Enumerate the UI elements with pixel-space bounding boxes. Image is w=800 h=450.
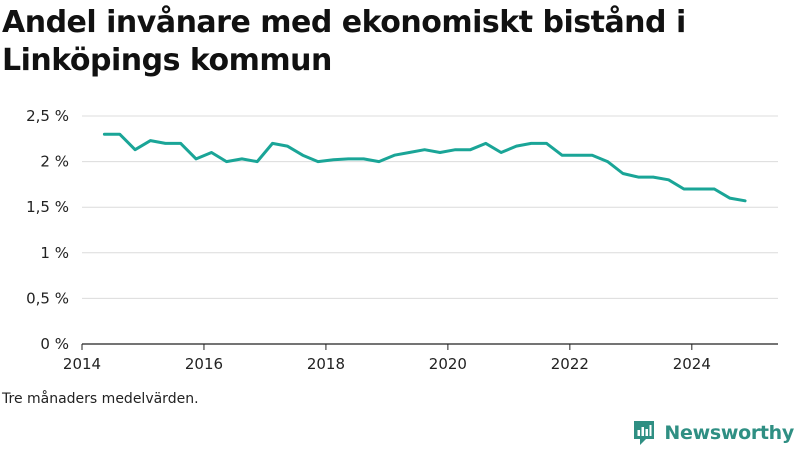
data-point xyxy=(743,199,747,203)
data-point xyxy=(454,148,457,151)
data-point xyxy=(332,158,335,161)
y-tick-label: 1,5 % xyxy=(26,198,69,216)
data-point xyxy=(240,157,244,161)
data-point xyxy=(377,160,381,163)
y-tick-label: 2,5 % xyxy=(26,107,69,125)
brand-logo[interactable]: Newsworthy xyxy=(632,419,794,447)
x-tick-label: 2016 xyxy=(185,355,223,373)
data-point xyxy=(530,142,533,145)
data-point xyxy=(576,154,579,157)
data-point xyxy=(194,157,198,161)
data-point xyxy=(499,151,503,154)
data-point xyxy=(133,148,137,151)
grid-layer xyxy=(82,115,778,345)
y-tick-label: 0 % xyxy=(40,335,69,353)
brand-name: Newsworthy xyxy=(664,422,794,444)
data-point xyxy=(637,175,640,179)
x-tick-label: 2018 xyxy=(307,355,345,373)
data-point xyxy=(408,151,411,154)
data-point xyxy=(621,172,625,175)
data-point xyxy=(316,160,320,163)
data-point xyxy=(545,142,548,145)
series-layer xyxy=(102,132,747,203)
data-point xyxy=(469,148,472,151)
data-point xyxy=(423,148,426,151)
x-tick-label: 2024 xyxy=(673,355,711,373)
data-point xyxy=(103,133,106,136)
footnote: Tre månaders medelvärden. xyxy=(2,391,199,407)
data-point xyxy=(698,187,701,191)
series-line xyxy=(102,132,747,203)
chart-title: Andel invånare med ekonomiskt bistånd i … xyxy=(2,5,686,78)
x-tick-label: 2022 xyxy=(551,355,589,373)
data-point xyxy=(682,187,686,191)
data-point xyxy=(362,157,365,161)
data-point xyxy=(301,154,304,157)
data-point xyxy=(560,154,564,157)
data-point xyxy=(438,151,442,154)
data-point xyxy=(164,142,167,145)
data-point xyxy=(393,154,396,157)
x-tick-label: 2014 xyxy=(63,355,101,373)
data-point xyxy=(484,142,487,145)
data-point xyxy=(713,187,716,191)
data-point xyxy=(225,160,228,163)
data-point xyxy=(286,144,289,148)
data-point xyxy=(515,144,518,148)
data-point xyxy=(606,160,609,163)
newsworthy-logo-icon xyxy=(634,421,655,445)
data-point xyxy=(149,139,152,142)
x-axis: 0 % 0,5 % 1 % 1,5 % 2 % 2,5 % 2014 2016 2018 2020… xyxy=(26,107,711,373)
data-point xyxy=(210,151,213,154)
y-tick-label: 0,5 % xyxy=(26,289,69,307)
data-point xyxy=(347,157,350,161)
data-point xyxy=(591,154,594,157)
data-point xyxy=(118,133,121,136)
data-point xyxy=(667,178,670,182)
y-tick-label: 1 % xyxy=(40,244,69,262)
x-tick-label: 2020 xyxy=(429,355,467,373)
data-point xyxy=(728,196,731,200)
data-point xyxy=(271,142,274,145)
data-point xyxy=(179,142,182,145)
data-point xyxy=(256,160,259,163)
data-point xyxy=(652,175,655,179)
y-tick-label: 2 % xyxy=(40,153,69,171)
